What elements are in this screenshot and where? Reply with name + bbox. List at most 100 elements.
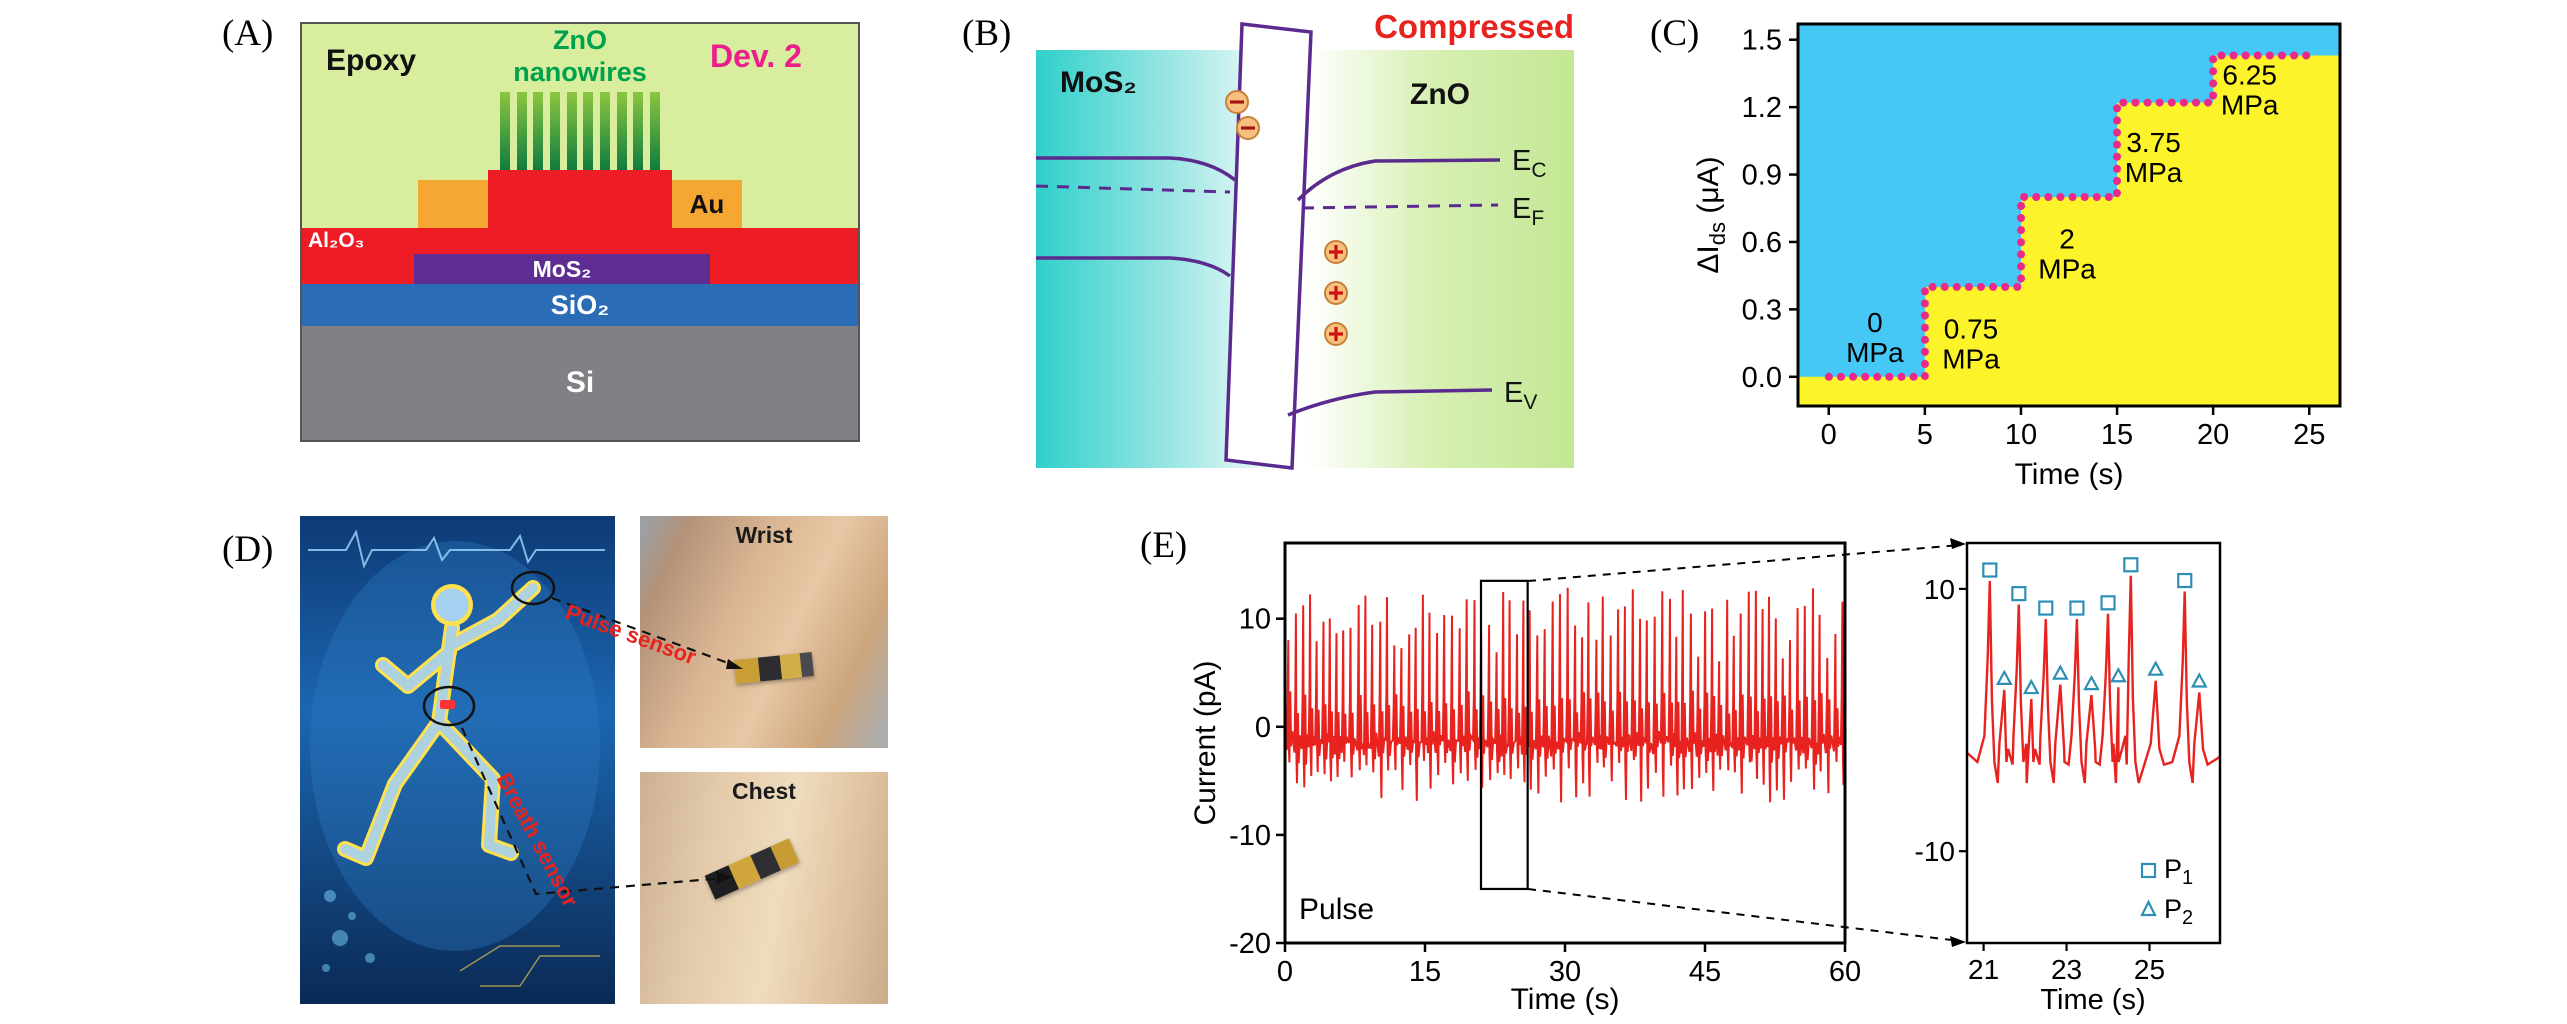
c-x-tick-label: 5 xyxy=(1917,419,1933,451)
al2o3-wing-left xyxy=(302,254,414,284)
legend-p1-marker-icon xyxy=(2140,862,2157,879)
inset-pulse-waveform xyxy=(1967,575,2220,784)
e-x-tick-label: 0 xyxy=(1277,956,1293,988)
chest-sensor xyxy=(704,838,800,900)
legend-p1-label: P1 xyxy=(2164,854,2193,889)
e-y-axis-title: Current (pA) xyxy=(1189,660,1222,825)
c-x-tick-label: 15 xyxy=(2101,419,2133,451)
fermi-level-left xyxy=(1035,184,1231,194)
c-step-pressure-unit: MPa xyxy=(2038,254,2096,285)
c-x-tick-label: 25 xyxy=(2293,419,2325,451)
p1-peak-marker-icon xyxy=(2011,586,2027,602)
e-y-tick-label: -10 xyxy=(1229,820,1271,852)
zno-conduction-band xyxy=(1296,158,1501,202)
p1-peak-marker-icon xyxy=(1982,562,1998,578)
c-step-pressure-unit: MPa xyxy=(1846,337,1904,368)
mos2-conduction-band xyxy=(1036,156,1237,182)
si-substrate: Si xyxy=(302,326,858,440)
panel-b-band-diagram: Compressed MoS₂ ZnO EC EF EV xyxy=(1035,10,1574,470)
legend-p2-marker-icon xyxy=(2140,899,2157,917)
chest-annotation-circle xyxy=(422,685,476,727)
wrist-annotation-circle xyxy=(510,570,556,606)
p1-peak-marker-icon xyxy=(2123,557,2139,573)
zno-nanowires-label: ZnO nanowires xyxy=(513,25,647,87)
e-zoom-rect xyxy=(1479,579,1529,891)
p2-peak-marker-icon xyxy=(2190,672,2208,688)
e-y-tick-label: 0 xyxy=(1255,712,1271,744)
c-y-tick-label: 0.9 xyxy=(1742,160,1782,192)
inset-x-tick-label: 21 xyxy=(1968,954,1999,985)
p2-peak-marker-icon xyxy=(2051,664,2069,680)
panel-label-a: (A) xyxy=(222,13,274,54)
p2-peak-marker-icon xyxy=(1995,669,2013,685)
wrist-photo: Wrist xyxy=(640,516,888,748)
inset-x-axis-title: Time (s) xyxy=(2040,984,2145,1016)
au-contact-right: Au xyxy=(672,180,742,228)
e-x-tick-label: 45 xyxy=(1689,956,1721,988)
e-y-tick-label: -20 xyxy=(1229,928,1271,960)
e-x-tick-label: 30 xyxy=(1549,956,1581,988)
c-y-axis-title: ΔIds (μA) xyxy=(1692,156,1730,273)
ef-label: EF xyxy=(1512,193,1544,230)
inset-y-tick-label: 10 xyxy=(1924,574,1955,605)
mos2-valence-band xyxy=(1036,256,1232,278)
al2o3-layer xyxy=(302,228,858,254)
p2-peak-marker-icon xyxy=(2147,660,2165,676)
c-y-tick-label: 1.2 xyxy=(1742,92,1782,124)
ev-label: EV xyxy=(1504,377,1537,414)
ecg-trace xyxy=(308,529,605,569)
e-x-axis-title: Time (s) xyxy=(1511,983,1620,1016)
zno-valence-band xyxy=(1287,388,1493,417)
e-y-tick-label: 10 xyxy=(1239,604,1271,636)
circuit-lines xyxy=(459,945,600,987)
ec-label: EC xyxy=(1512,145,1547,182)
c-y-tick-label: 0.6 xyxy=(1742,227,1782,259)
c-step-pressure-unit: MPa xyxy=(2125,157,2183,188)
p1-peak-marker-icon xyxy=(2038,600,2054,616)
c-y-tick-label: 1.5 xyxy=(1742,25,1782,57)
inset-y-tick-label: -10 xyxy=(1915,836,1955,867)
c-fill-under-curve xyxy=(1798,55,2340,406)
panel-d-body-sensors: Wrist Chest Pulse sensor Breath sensor xyxy=(300,516,890,1004)
panel-e-inset-chart: Time (s) P1 P2 21 23 25 10 -10 xyxy=(1915,541,2222,1016)
c-step-pressure-value: 6.25 xyxy=(2222,60,2277,91)
bubbles xyxy=(322,890,375,972)
p2-peak-marker-icon xyxy=(2110,666,2127,683)
c-step-pressure-value: 3.75 xyxy=(2126,127,2181,158)
c-y-tick-label: 0.3 xyxy=(1742,294,1782,326)
c-axes-box xyxy=(1796,22,2342,408)
sio2-layer: SiO₂ xyxy=(302,284,858,326)
al2o3-label: Al₂O₃ xyxy=(308,229,365,252)
c-step-pressure-unit: MPa xyxy=(1942,344,2000,375)
panel-label-e: (E) xyxy=(1140,525,1188,566)
chest-device xyxy=(440,700,455,709)
epoxy-label: Epoxy xyxy=(326,44,417,77)
runner-head xyxy=(435,588,469,622)
e-x-tick-label: 60 xyxy=(1829,956,1861,988)
e-pulse-annotation: Pulse xyxy=(1299,893,1374,926)
zno-nanowire-array xyxy=(500,92,660,170)
hole-charges xyxy=(1324,240,1348,346)
p2-peak-marker-icon xyxy=(2022,678,2040,695)
c-step-pressure-unit: MPa xyxy=(2221,90,2279,121)
mos2-layer: MoS₂ xyxy=(414,254,710,284)
panel-e-pulse-chart: Current (pA) Time (s) Pulse 0 15 30 45 60 10 0… xyxy=(1189,541,1861,1016)
c-step-curve xyxy=(1824,51,2314,381)
al2o3-wing-right xyxy=(710,254,858,284)
panel-c-pressure-chart: ΔIds (μA) Time (s) 0MPa0.75MPa2MPa3.75MP… xyxy=(1692,22,2342,491)
panel-label-d: (D) xyxy=(222,529,274,570)
p1-peak-marker-icon xyxy=(2069,600,2085,616)
wrist-label: Wrist xyxy=(735,522,793,548)
inset-x-tick-label: 23 xyxy=(2051,954,2082,985)
c-x-tick-label: 20 xyxy=(2197,419,2229,451)
wrist-sensor xyxy=(733,651,815,685)
al2o3-mesa xyxy=(488,170,672,228)
e-pulse-waveform xyxy=(1285,587,1845,803)
fermi-level-right xyxy=(1301,203,1499,210)
c-y-tick-label: 0.0 xyxy=(1742,362,1782,394)
chest-label: Chest xyxy=(732,778,796,804)
legend-p2-label: P2 xyxy=(2164,894,2193,929)
runner-illustration xyxy=(300,516,615,1004)
compressed-label: Compressed xyxy=(1374,10,1574,45)
